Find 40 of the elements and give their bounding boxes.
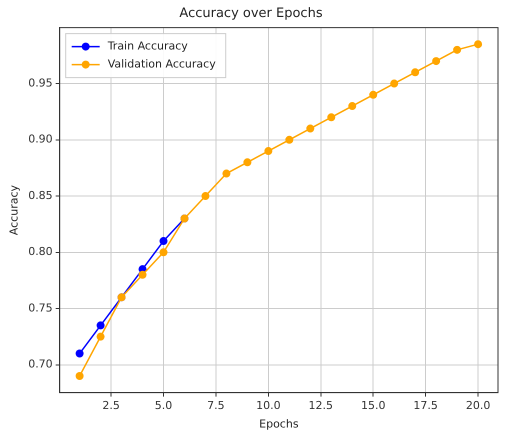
chart-title: Accuracy over Epochs [179, 6, 323, 22]
point [243, 158, 252, 166]
point [160, 248, 168, 256]
legend-label: Train Accuracy [106, 39, 188, 52]
point [432, 57, 440, 66]
y-tick-label: 0.95 [28, 76, 53, 90]
x-tick-label: 17.5 [413, 399, 438, 412]
x-tick-label: 7.5 [207, 399, 225, 412]
legend-label: Validation Accuracy [108, 57, 216, 70]
point [390, 80, 398, 88]
point [327, 113, 336, 122]
y-tick-label: 0.75 [28, 301, 53, 314]
point [96, 332, 105, 341]
y-tick-label: 0.90 [28, 132, 53, 146]
point [76, 350, 84, 358]
point [348, 102, 356, 110]
x-tick-label: 10.0 [256, 399, 281, 412]
y-tick-label: 0.70 [28, 358, 53, 371]
point [201, 192, 210, 200]
x-tick-label: 12.5 [308, 399, 334, 412]
point [411, 68, 420, 76]
point [76, 372, 84, 380]
point [474, 40, 482, 48]
point [453, 46, 462, 54]
y-tick-label: 0.80 [28, 245, 53, 258]
point [264, 147, 272, 156]
x-axis-title: Epochs [259, 417, 299, 430]
point [285, 136, 294, 144]
point [369, 90, 378, 99]
x-tick-label: 2.5 [102, 399, 120, 412]
y-tick-label: 0.85 [28, 188, 53, 202]
x-tick-label: 15.0 [360, 399, 386, 412]
x-tick-label: 20.0 [466, 399, 490, 412]
point [96, 321, 105, 330]
y-axis-title: Accuracy [7, 184, 20, 236]
point [306, 124, 314, 133]
point [222, 170, 230, 178]
x-tick-label: 5.0 [154, 399, 172, 412]
point [138, 270, 147, 279]
point [160, 237, 168, 246]
